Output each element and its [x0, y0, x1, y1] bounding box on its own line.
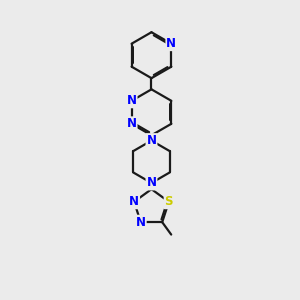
Text: N: N	[127, 117, 136, 130]
Text: N: N	[167, 37, 176, 50]
Text: N: N	[146, 134, 157, 147]
Text: N: N	[127, 94, 136, 107]
Text: N: N	[136, 216, 146, 229]
Text: N: N	[129, 195, 139, 208]
Text: S: S	[165, 195, 173, 208]
Text: N: N	[146, 176, 157, 190]
